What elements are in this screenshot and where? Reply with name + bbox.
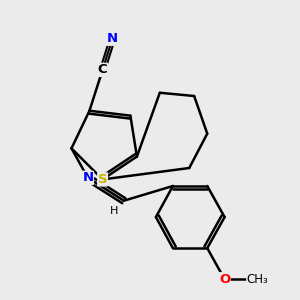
- Text: CH₃: CH₃: [247, 273, 268, 286]
- Text: N: N: [82, 171, 93, 184]
- Text: N: N: [107, 32, 118, 45]
- Text: H: H: [110, 206, 118, 215]
- Text: O: O: [219, 273, 230, 286]
- Text: C: C: [98, 63, 107, 76]
- Text: S: S: [98, 173, 107, 186]
